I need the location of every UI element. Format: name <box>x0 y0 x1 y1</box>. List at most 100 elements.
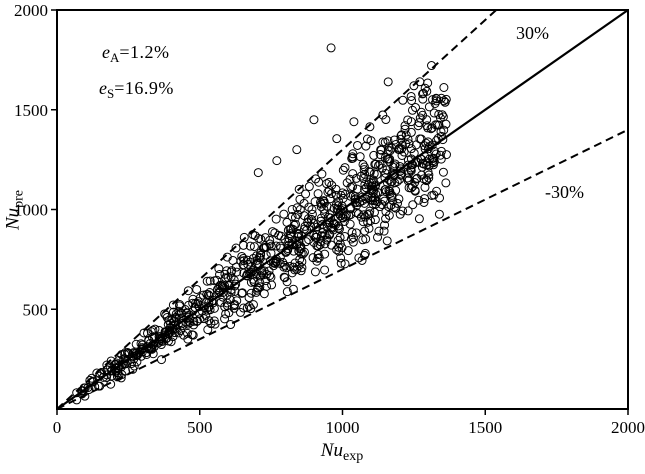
scatter-point <box>335 207 345 217</box>
scatter-point <box>338 213 348 223</box>
scatter-point <box>371 159 381 169</box>
scatter-point <box>310 232 320 242</box>
scatter-point <box>333 201 343 211</box>
scatter-point <box>336 190 346 200</box>
scatter-point <box>230 286 240 296</box>
scatter-point <box>272 156 282 166</box>
scatter-point <box>198 290 208 300</box>
scatter-point <box>358 159 368 169</box>
scatter-point <box>218 282 228 292</box>
scatter-point <box>424 170 434 180</box>
scatter-point <box>411 103 421 113</box>
scatter-point <box>239 303 249 313</box>
scatter-point <box>252 255 262 265</box>
scatter-point <box>404 183 414 193</box>
scatter-point <box>377 163 387 173</box>
scatter-point <box>293 209 303 219</box>
scatter-point <box>220 269 230 279</box>
scatter-point <box>220 314 230 324</box>
scatter-point <box>340 163 350 173</box>
scatter-point <box>303 218 313 228</box>
scatter-point <box>174 306 184 316</box>
annotation-es-sub: S <box>107 86 115 101</box>
x-tick-label: 0 <box>53 418 62 437</box>
scatter-point <box>189 316 199 326</box>
scatter-point <box>393 198 403 208</box>
scatter-point <box>359 173 369 183</box>
scatter-point <box>292 203 302 213</box>
scatter-point <box>268 227 278 237</box>
annotation-ea-value: =1.2% <box>119 42 170 62</box>
scatter-point <box>164 315 174 325</box>
y-axis-label: Nupre <box>3 190 28 230</box>
scatter-point <box>338 165 348 175</box>
scatter-point <box>358 217 368 227</box>
minus-30-label: -30% <box>545 182 584 202</box>
scatter-point <box>244 301 254 311</box>
scatter-point <box>304 182 314 192</box>
scatter-point <box>369 207 379 217</box>
scatter-point <box>348 237 358 247</box>
scatter-point <box>403 206 413 216</box>
scatter-point <box>238 240 248 250</box>
scatter-point <box>232 267 242 277</box>
scatter-point <box>171 309 181 319</box>
scatter-point <box>253 168 263 178</box>
scatter-point <box>417 170 427 180</box>
annotation-ea-symbol: e <box>102 42 110 62</box>
scatter-point <box>307 205 317 215</box>
scatter-point <box>224 308 234 318</box>
scatter-point <box>256 271 266 281</box>
scatter-point <box>271 214 281 224</box>
scatter-point <box>236 256 246 266</box>
scatter-point <box>282 277 292 287</box>
scatter-point <box>279 272 289 282</box>
x-axis-label-main: Nu <box>320 440 343 461</box>
scatter-point <box>171 312 181 322</box>
scatter-point <box>407 96 417 106</box>
scatter-point <box>242 271 252 281</box>
x-tick-label: 1000 <box>326 418 360 437</box>
annotation-es: eS=16.9% <box>99 78 174 102</box>
scatter-point <box>358 235 368 245</box>
scatter-point <box>424 154 434 164</box>
scatter-point <box>354 209 364 219</box>
scatter-point <box>210 276 220 286</box>
scatter-point <box>326 43 336 53</box>
scatter-point <box>336 253 346 263</box>
scatter-point <box>427 123 437 133</box>
scatter-point <box>373 232 383 242</box>
scatter-point <box>333 223 343 233</box>
scatter-point <box>205 288 215 298</box>
scatter-point <box>351 228 361 238</box>
scatter-point <box>349 117 359 127</box>
scatter-point <box>409 81 419 91</box>
scatter-point <box>364 167 374 177</box>
scatter-point <box>436 146 446 156</box>
scatter-point <box>378 110 388 120</box>
scatter-point <box>365 216 375 226</box>
annotation-es-value: =16.9% <box>114 78 174 98</box>
scatter-point <box>340 231 350 241</box>
scatter-point <box>352 140 362 150</box>
scatter-point <box>320 265 330 275</box>
scatter-point <box>317 169 327 179</box>
scatter-point <box>141 348 151 358</box>
scatter-point <box>403 135 413 145</box>
scatter-point <box>287 239 297 249</box>
scatter-point <box>366 185 376 195</box>
scatter-point <box>441 178 451 188</box>
scatter-point <box>381 214 391 224</box>
scatter-point <box>316 213 326 223</box>
scatter-point <box>404 168 414 178</box>
scatter-point <box>419 197 429 207</box>
scatter-point <box>418 88 428 98</box>
scatter-point <box>285 224 295 234</box>
scatter-point <box>249 242 259 252</box>
scatter-point <box>331 200 341 210</box>
scatter-point <box>349 233 359 243</box>
scatter-point <box>222 298 232 308</box>
scatter-point <box>231 279 241 289</box>
scatter-point <box>188 294 198 304</box>
scatter-point <box>192 284 202 294</box>
